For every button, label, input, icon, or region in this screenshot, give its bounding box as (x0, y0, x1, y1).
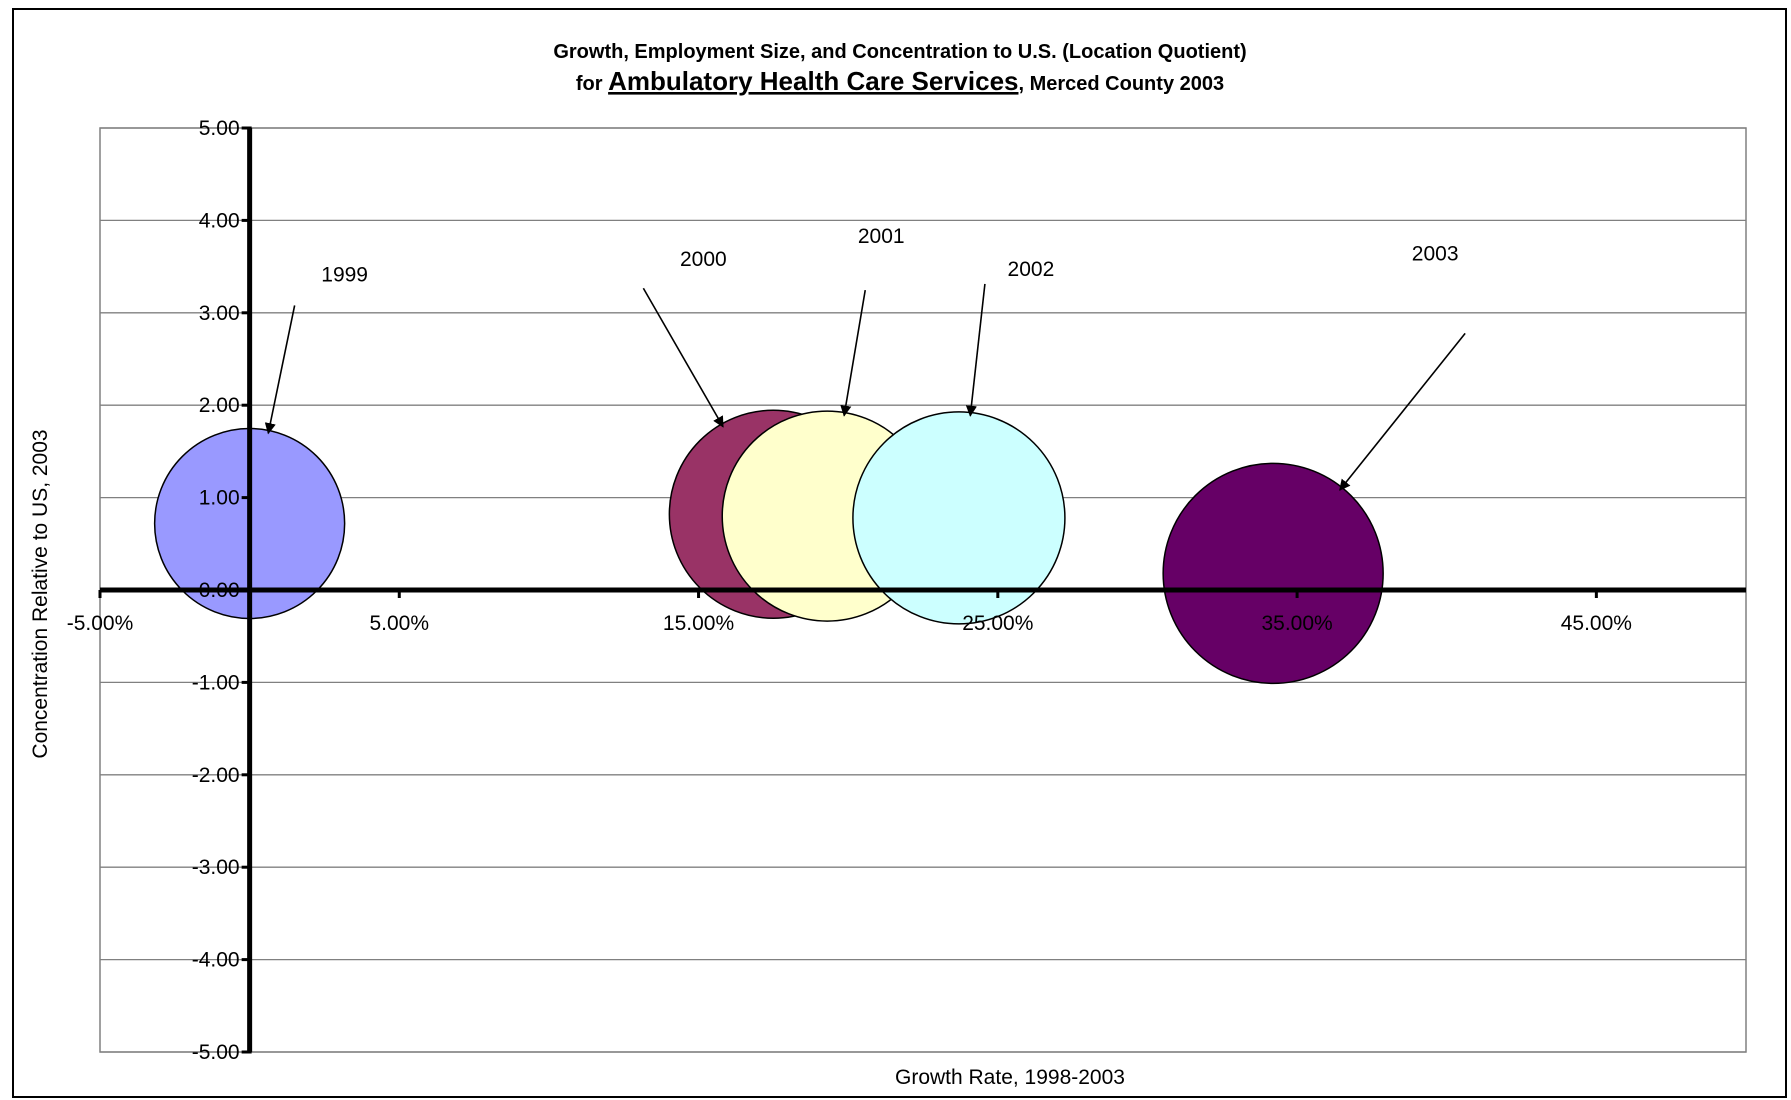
chart-title-suffix: , Merced County 2003 (1018, 73, 1224, 95)
y-tick-label-2: 3.00 (199, 302, 240, 325)
y-tick-label-0: 5.00 (199, 117, 240, 140)
x-tick-label-0: -5.00% (67, 612, 134, 635)
y-tick-label-1: 4.00 (199, 209, 240, 232)
y-axis-title: Concentration Relative to US, 2003 (29, 429, 52, 758)
y-tick-label-5: 0.00 (199, 579, 240, 602)
bubble-label-2000: 2000 (680, 248, 727, 271)
y-tick-label-3: 2.00 (199, 394, 240, 417)
y-tick-label-6: -1.00 (192, 671, 240, 694)
chart-title-line2: for Ambulatory Health Care Services, Mer… (576, 66, 1224, 96)
callout-arrow-1999 (264, 305, 296, 435)
bubbles (153, 409, 1384, 685)
callout-arrow-2001 (840, 289, 867, 417)
x-tick-label-3: 25.00% (962, 612, 1033, 635)
y-tick-label-9: -4.00 (192, 949, 240, 972)
bubble-label-2001: 2001 (858, 225, 905, 248)
bubble-callouts: 1999 2000 2001 2002 2003 (264, 225, 1466, 491)
x-tick-label-4: 35.00% (1261, 612, 1332, 635)
bubble-label-2003: 2003 (1412, 242, 1459, 265)
x-axis-ticks: -5.00% 5.00% 15.00% 25.00% 35.00% 45.00% (67, 590, 1632, 635)
bubble-label-2002: 2002 (1008, 258, 1055, 281)
y-tick-label-4: 1.00 (199, 487, 240, 510)
chart-title-line1: Growth, Employment Size, and Concentrati… (553, 41, 1246, 63)
x-axis-title: Growth Rate, 1998-2003 (895, 1066, 1125, 1089)
y-tick-label-7: -2.00 (192, 764, 240, 787)
y-tick-label-8: -3.00 (192, 856, 240, 879)
x-tick-label-5: 45.00% (1561, 612, 1632, 635)
bubble-label-1999: 1999 (321, 263, 368, 286)
bubble-2003 (1162, 462, 1384, 685)
y-axis-ticks: 5.00 4.00 3.00 2.00 1.00 0.00 -1.00 -2.00 -3.00 -… (192, 117, 252, 1064)
chart-frame (12, 8, 1787, 1098)
x-tick-label-2: 15.00% (663, 612, 734, 635)
gridlines (100, 127, 1746, 1053)
callout-arrow-2000 (642, 287, 724, 428)
y-tick-label-10: -5.00 (192, 1041, 240, 1064)
chart-title-prefix: for (576, 73, 608, 95)
callout-arrow-2002 (965, 283, 986, 417)
bubble-2002 (852, 411, 1066, 625)
x-tick-label-1: 5.00% (369, 612, 429, 635)
chart-title-emphasis: Ambulatory Health Care Services (608, 66, 1018, 96)
callout-arrow-2003 (1339, 332, 1466, 491)
